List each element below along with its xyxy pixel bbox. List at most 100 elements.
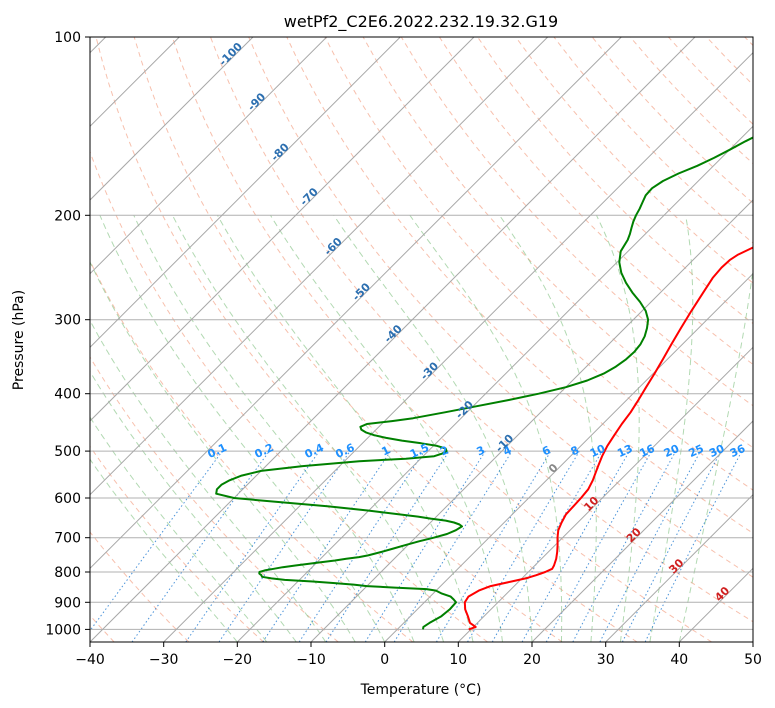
x-tick-label: −30	[149, 652, 179, 668]
moist-adiabat	[270, 215, 503, 642]
mixing-ratio-label: 25	[687, 442, 706, 460]
dry-adiabat	[90, 356, 339, 642]
moist-adiabat	[133, 215, 415, 642]
mixing-ratio-line	[262, 450, 392, 642]
y-axis-ticks: 100 200 300 400 500 600 700 800 900 1000	[45, 30, 90, 638]
isotherm-label: -80	[269, 140, 292, 163]
isotherm-label: -40	[382, 322, 405, 345]
moist-adiabat	[90, 458, 238, 642]
isotherm-line	[90, 37, 254, 201]
y-tick-label: 900	[54, 595, 81, 611]
y-tick-label: 600	[54, 491, 81, 507]
x-axis-label: Temperature (°C)	[360, 682, 482, 698]
mixing-ratio-label: 13	[615, 442, 634, 460]
moist-adiabat	[649, 215, 694, 642]
isobar-grid	[90, 37, 753, 630]
moist-adiabat	[333, 215, 533, 642]
isotherm-label: 10	[581, 494, 601, 514]
isotherm-label: 30	[666, 556, 686, 576]
dry-adiabat	[553, 37, 753, 244]
dry-adiabat	[133, 37, 638, 642]
y-tick-label: 100	[54, 30, 81, 46]
mixing-ratio-label: 20	[662, 442, 682, 460]
mixing-ratio-label: 0.4	[303, 441, 326, 461]
moist-adiabat	[90, 319, 327, 642]
mixing-ratio-line	[325, 450, 450, 642]
dry-adiabat	[90, 445, 264, 642]
isotherm-line	[90, 37, 549, 496]
mixing-ratio-label: 0.1	[206, 441, 229, 461]
dry-adiabat	[591, 37, 753, 204]
mixing-ratio-line	[298, 450, 425, 642]
mixing-ratio-line	[644, 450, 743, 642]
isotherm-line	[90, 37, 475, 422]
mixing-ratio-line	[467, 450, 580, 642]
y-tick-label: 400	[54, 387, 81, 403]
isotherm-line	[384, 272, 753, 642]
y-tick-label: 300	[54, 313, 81, 329]
dry-adiabat	[171, 37, 712, 642]
moist-adiabat	[90, 416, 268, 642]
mixing-ratio-line	[218, 450, 351, 642]
y-tick-label: 200	[54, 208, 81, 224]
mixing-ratio-label: 10	[588, 442, 608, 460]
dry-adiabat	[210, 37, 753, 623]
profile-series	[215, 136, 753, 631]
isotherm-label: -70	[298, 185, 321, 208]
mixing-ratio-line	[90, 450, 223, 632]
moist-adiabat	[90, 370, 297, 642]
y-tick-label: 500	[54, 444, 81, 460]
mixing-ratio-line	[393, 450, 513, 642]
mixing-ratio-label: 36	[728, 442, 748, 460]
isotherm-line	[457, 346, 753, 642]
y-tick-label: 800	[54, 565, 81, 581]
dry-adiabat	[706, 37, 753, 86]
isotherm-label: -50	[350, 280, 373, 303]
dry-adiabat	[668, 37, 753, 125]
isotherm-label: -60	[322, 235, 345, 258]
dry-adiabat	[90, 150, 488, 642]
mixing-ratio-label: 0.6	[333, 441, 356, 461]
y-tick-label: 1000	[45, 622, 81, 638]
x-tick-label: 30	[597, 652, 615, 668]
dry-adiabat	[90, 259, 414, 642]
mixing-ratio-line	[572, 450, 677, 642]
isotherm-label: -100	[216, 40, 245, 69]
isotherm-line	[163, 51, 753, 642]
mixing-ratio-label: 30	[707, 442, 727, 460]
dry-adiabat	[95, 37, 563, 642]
isotherm-line	[752, 641, 753, 642]
isotherm-line	[310, 199, 753, 642]
x-axis-ticks: −40 −30 −20 −10 0 10 20 30 40 50	[75, 642, 762, 668]
dry-adiabat	[400, 37, 753, 407]
x-tick-label: 10	[449, 652, 467, 668]
dry-adiabat	[515, 37, 753, 284]
isotherm-label: -90	[245, 90, 268, 113]
x-tick-label: −40	[75, 652, 105, 668]
x-tick-label: 40	[670, 652, 688, 668]
isotherm-line	[90, 37, 696, 642]
x-tick-label: 50	[744, 652, 762, 668]
moist-adiabats	[90, 215, 753, 642]
isotherm-label: -20	[453, 398, 476, 421]
isotherm-line	[605, 493, 753, 642]
mixing-ratio-lines	[90, 450, 743, 642]
temperature-profile	[463, 246, 753, 631]
mixing-ratio-line	[599, 450, 701, 642]
isotherm-line	[90, 37, 328, 275]
y-axis-label: Pressure (hPa)	[11, 290, 27, 390]
y-tick-label: 700	[54, 531, 81, 547]
isotherm-label: 20	[624, 525, 644, 545]
moist-adiabat	[499, 215, 597, 642]
mixing-ratio-line	[545, 450, 653, 642]
isotherm-label: 40	[712, 584, 732, 604]
x-tick-label: 20	[523, 652, 541, 668]
isotherm-line	[531, 420, 753, 642]
moist-adiabat	[596, 215, 640, 642]
x-tick-label: −10	[296, 652, 326, 668]
isotherm-line	[678, 567, 753, 642]
dry-adiabat	[248, 37, 753, 578]
moist-adiabat	[678, 265, 753, 642]
isotherm-line	[90, 37, 622, 570]
mixing-ratio-label: 0.2	[253, 441, 276, 461]
